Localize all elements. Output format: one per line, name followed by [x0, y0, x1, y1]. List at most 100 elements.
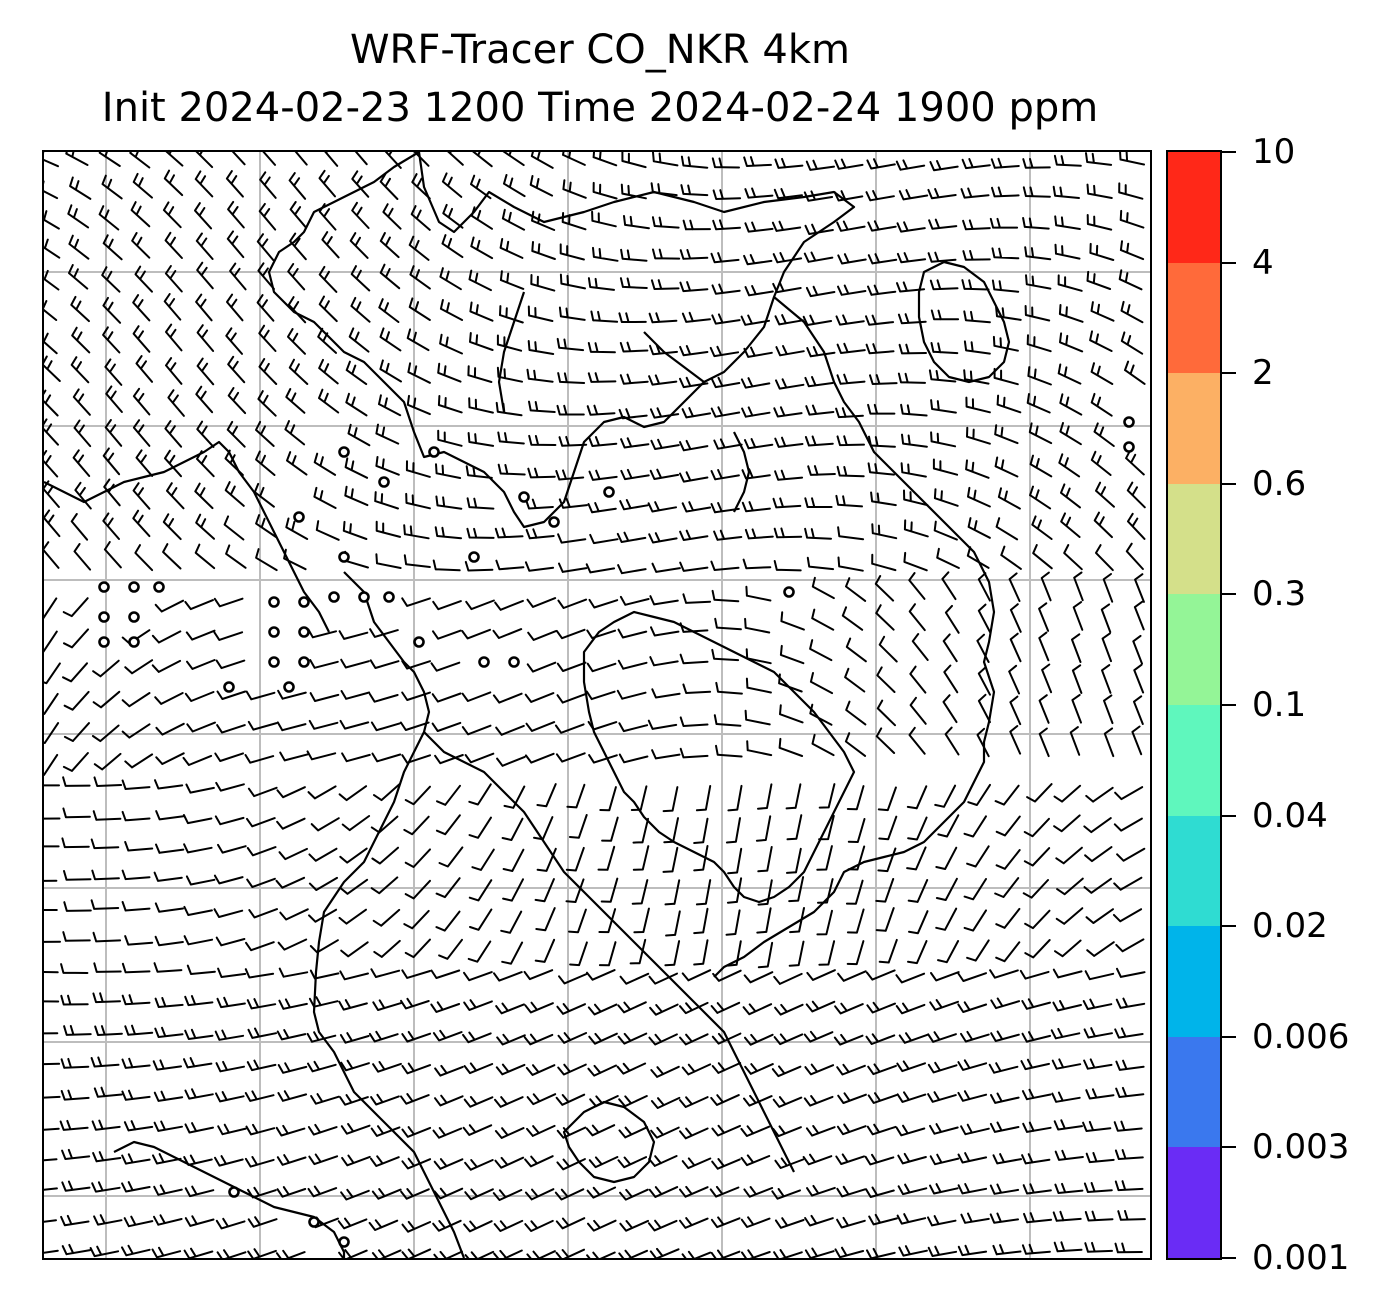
wind-barb	[1027, 366, 1052, 386]
wind-barb	[94, 1025, 123, 1036]
wind-barb	[898, 189, 929, 201]
wind-barb	[1029, 454, 1053, 478]
wind-barb	[247, 786, 278, 798]
wind-barb	[773, 527, 803, 539]
wind-barb	[997, 487, 1021, 510]
wind-barb	[897, 372, 926, 384]
wind-barb	[1118, 269, 1143, 291]
wind-barb	[247, 720, 278, 731]
wind-barb	[121, 1089, 151, 1101]
wind-barb	[785, 783, 802, 810]
wind-barb	[213, 631, 244, 641]
wind-barb	[935, 907, 958, 931]
wind-barb	[308, 876, 338, 891]
wind-barb	[403, 909, 430, 930]
wind-barb	[245, 690, 276, 701]
wind-barb	[276, 1186, 307, 1198]
wind-barb	[907, 816, 928, 841]
wind-barb	[499, 270, 525, 290]
wind-barb	[788, 940, 805, 967]
wind-barb	[404, 938, 431, 959]
wind-barb	[154, 1026, 184, 1038]
wind-barb	[619, 972, 650, 985]
wind-barb	[1133, 663, 1145, 694]
wind-barb	[277, 1062, 308, 1074]
colorbar-tick-label: 10	[1252, 132, 1296, 172]
wind-barb	[432, 1029, 463, 1042]
wind-barb	[1029, 485, 1052, 510]
wind-barb	[960, 1212, 990, 1224]
wind-barb	[468, 879, 493, 902]
coastline-west-peninsula	[312, 571, 466, 1258]
wind-barb	[44, 1219, 57, 1223]
wind-barb	[379, 263, 401, 290]
wind-barb	[103, 478, 121, 507]
wind-barb	[247, 1186, 277, 1199]
wind-barb	[650, 1096, 681, 1109]
wind-barb	[927, 1091, 957, 1103]
wind-barb	[351, 170, 370, 198]
wind-barb	[976, 727, 990, 758]
wind-barb	[461, 628, 491, 640]
calm-circles	[98, 416, 1135, 1248]
wind-barb	[587, 342, 616, 354]
wind-barb	[1073, 571, 1084, 602]
calm-circle	[98, 581, 110, 593]
map-panel[interactable]	[42, 150, 1152, 1260]
wind-barb	[1051, 1058, 1082, 1070]
wind-barb	[1083, 1182, 1113, 1193]
wind-barb	[618, 312, 647, 323]
wind-barb	[1082, 998, 1113, 1010]
wind-barb	[620, 183, 647, 200]
wind-barb	[1038, 631, 1050, 662]
wind-barb	[288, 358, 309, 385]
wind-barb	[679, 1185, 709, 1198]
wind-barb	[183, 1057, 213, 1069]
wind-barb	[372, 999, 402, 1011]
calm-circle	[128, 636, 140, 648]
wind-barb	[568, 908, 587, 934]
calm-circle	[548, 516, 560, 528]
wind-barb	[1071, 693, 1082, 724]
wind-barb	[1115, 938, 1145, 953]
wind-barb	[896, 1060, 926, 1073]
wind-barb	[961, 158, 991, 170]
wind-barb	[224, 481, 245, 507]
wind-barb	[809, 703, 833, 726]
wind-barb	[679, 1033, 709, 1046]
wind-barb	[403, 524, 430, 540]
wind-barb	[258, 358, 278, 385]
wind-barb	[1127, 512, 1146, 540]
wind-barb	[679, 1096, 709, 1108]
wind-barb	[497, 463, 526, 476]
wind-barb	[533, 816, 554, 841]
wind-barb	[587, 372, 617, 383]
wind-barb	[805, 1000, 836, 1013]
wind-barb	[1041, 663, 1053, 694]
wind-barb	[525, 498, 554, 510]
wind-barb	[775, 378, 805, 390]
wind-barb	[809, 672, 834, 695]
wind-barb	[496, 334, 523, 352]
wind-barb	[965, 396, 991, 414]
wind-barb	[804, 1063, 835, 1076]
wind-barb	[162, 201, 182, 229]
wind-barb	[93, 776, 123, 787]
wind-barb	[134, 265, 153, 293]
wind-barb	[908, 910, 929, 935]
wind-barb	[464, 1250, 495, 1258]
wind-barb	[710, 1216, 741, 1229]
wind-barb	[877, 786, 897, 812]
wind-barb	[525, 721, 556, 732]
wind-barb	[368, 693, 399, 703]
colorbar-segment	[1168, 815, 1220, 927]
wind-barb	[339, 719, 370, 730]
wind-barb	[406, 328, 430, 352]
wind-barb	[1102, 573, 1114, 603]
wind-barb	[556, 1126, 587, 1139]
wind-barb	[618, 1095, 648, 1108]
wind-barb	[693, 939, 709, 966]
wind-barb	[709, 1185, 740, 1198]
wind-barb	[247, 1216, 278, 1228]
wind-barb	[649, 344, 678, 356]
